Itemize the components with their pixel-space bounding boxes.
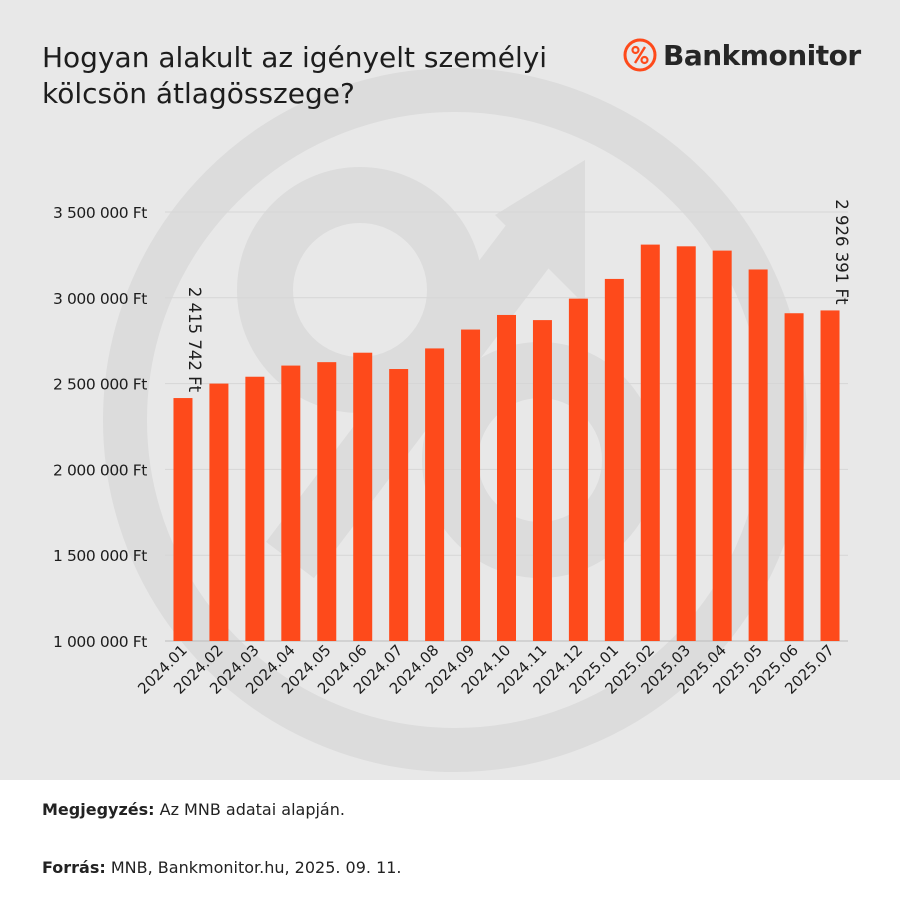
y-tick-label: 2 500 000 Ft <box>53 376 147 394</box>
y-tick-label: 3 000 000 Ft <box>53 290 147 308</box>
y-tick-label: 2 000 000 Ft <box>53 461 147 479</box>
source-text: MNB, Bankmonitor.hu, 2025. 09. 11. <box>105 858 402 877</box>
bar <box>532 320 552 641</box>
bar-chart: 1 000 000 Ft 1 500 000 Ft 2 000 000 Ft 2 50… <box>53 199 851 697</box>
bar <box>461 329 481 641</box>
y-tick-label: 1 000 000 Ft <box>53 633 147 651</box>
percent-icon <box>623 38 657 72</box>
note-label: Megjegyzés: <box>42 800 155 819</box>
bar <box>604 278 624 641</box>
brand-name: Bankmonitor <box>663 38 861 72</box>
bar <box>568 298 588 641</box>
brand-logo: Bankmonitor <box>623 38 861 72</box>
bar <box>640 244 660 641</box>
y-tick-label: 1 500 000 Ft <box>53 547 147 565</box>
note-text: Az MNB adatai alapján. <box>154 800 345 819</box>
bar <box>389 369 409 641</box>
bar <box>820 310 840 641</box>
bar <box>676 246 696 641</box>
bar <box>173 398 193 641</box>
bar <box>712 250 732 642</box>
bar <box>353 352 373 641</box>
y-tick-label: 3 500 000 Ft <box>53 204 147 222</box>
data-label: 2 926 391 Ft <box>832 199 851 305</box>
chart-panel: Hogyan alakult az igényelt személyi kölc… <box>0 0 900 780</box>
data-label: 2 415 742 Ft <box>185 287 204 393</box>
bar <box>245 376 265 641</box>
page-title: Hogyan alakult az igényelt személyi kölc… <box>42 41 548 110</box>
bar <box>425 348 445 641</box>
bar <box>281 365 301 641</box>
bar <box>748 269 768 641</box>
bar <box>784 313 804 641</box>
bar <box>317 362 337 641</box>
bar <box>497 314 516 641</box>
bar <box>209 383 229 641</box>
source-label: Forrás: <box>42 858 106 877</box>
source-line: Forrás: MNB, Bankmonitor.hu, 2025. 09. 1… <box>42 858 402 877</box>
footnote: Megjegyzés: Az MNB adatai alapján. <box>42 800 345 819</box>
